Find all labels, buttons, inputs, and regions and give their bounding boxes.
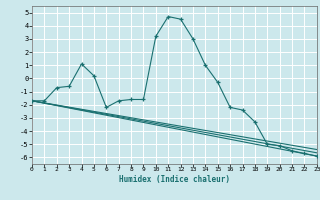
X-axis label: Humidex (Indice chaleur): Humidex (Indice chaleur) — [119, 175, 230, 184]
